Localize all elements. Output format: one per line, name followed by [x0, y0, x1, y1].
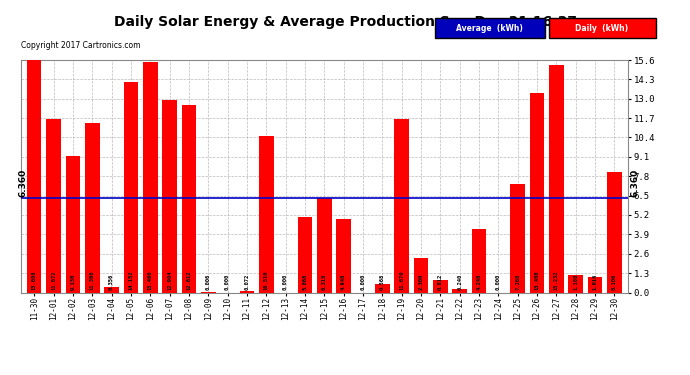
Bar [549, 66, 564, 292]
Text: 0.568: 0.568 [380, 274, 385, 290]
Text: 0.356: 0.356 [109, 274, 114, 290]
Text: 15.232: 15.232 [554, 271, 559, 290]
Text: Copyright 2017 Cartronics.com: Copyright 2017 Cartronics.com [21, 41, 140, 50]
Bar [569, 275, 583, 292]
Text: 6.318: 6.318 [322, 274, 327, 290]
Text: Daily  (kWh): Daily (kWh) [575, 24, 628, 33]
Text: 0.000: 0.000 [360, 274, 366, 290]
Text: 1.188: 1.188 [573, 274, 578, 290]
Text: Average  (kWh): Average (kWh) [457, 24, 523, 33]
Text: 15.608: 15.608 [32, 271, 37, 290]
Text: 13.400: 13.400 [535, 271, 540, 290]
Text: 12.612: 12.612 [186, 271, 191, 290]
Text: 12.904: 12.904 [167, 271, 172, 290]
Text: 7.268: 7.268 [515, 274, 520, 290]
Text: 1.016: 1.016 [593, 274, 598, 290]
Text: 8.106: 8.106 [612, 274, 617, 290]
Text: 11.670: 11.670 [399, 271, 404, 290]
Text: 4.248: 4.248 [477, 274, 482, 290]
Text: 0.000: 0.000 [283, 274, 288, 290]
Text: 4.948: 4.948 [341, 274, 346, 290]
Bar [414, 258, 428, 292]
Text: 2.300: 2.300 [419, 274, 424, 290]
Bar [317, 198, 332, 292]
Bar [162, 100, 177, 292]
Text: 0.000: 0.000 [225, 274, 230, 290]
Bar [337, 219, 351, 292]
Text: 0.240: 0.240 [457, 274, 462, 290]
Bar [259, 136, 273, 292]
Bar [66, 156, 80, 292]
Text: 0.812: 0.812 [438, 274, 443, 290]
Text: 5.068: 5.068 [302, 274, 308, 290]
Text: 11.672: 11.672 [51, 271, 56, 290]
Bar [530, 93, 544, 292]
Text: 14.152: 14.152 [128, 271, 133, 290]
Bar [239, 291, 254, 292]
Bar [104, 287, 119, 292]
Bar [375, 284, 390, 292]
Text: Daily Solar Energy & Average Production Sun Dec 31 16:37: Daily Solar Energy & Average Production … [113, 15, 577, 29]
Bar [395, 118, 409, 292]
Bar [588, 278, 602, 292]
Text: 6.360: 6.360 [631, 169, 640, 197]
Text: 0.006: 0.006 [206, 274, 210, 290]
Text: 11.366: 11.366 [90, 271, 95, 290]
Text: 0.072: 0.072 [244, 274, 250, 290]
Bar [85, 123, 99, 292]
Bar [511, 184, 525, 292]
Bar [143, 62, 157, 292]
Bar [472, 229, 486, 292]
Text: 0.000: 0.000 [496, 274, 501, 290]
Bar [607, 172, 622, 292]
Text: 9.130: 9.130 [70, 274, 75, 290]
Bar [181, 105, 196, 292]
Bar [433, 280, 448, 292]
Bar [124, 82, 138, 292]
Text: 15.460: 15.460 [148, 271, 152, 290]
Bar [453, 289, 467, 292]
Bar [46, 118, 61, 292]
Text: 10.510: 10.510 [264, 271, 269, 290]
Bar [27, 60, 41, 292]
Bar [297, 217, 312, 292]
Text: 6.360: 6.360 [19, 169, 28, 197]
